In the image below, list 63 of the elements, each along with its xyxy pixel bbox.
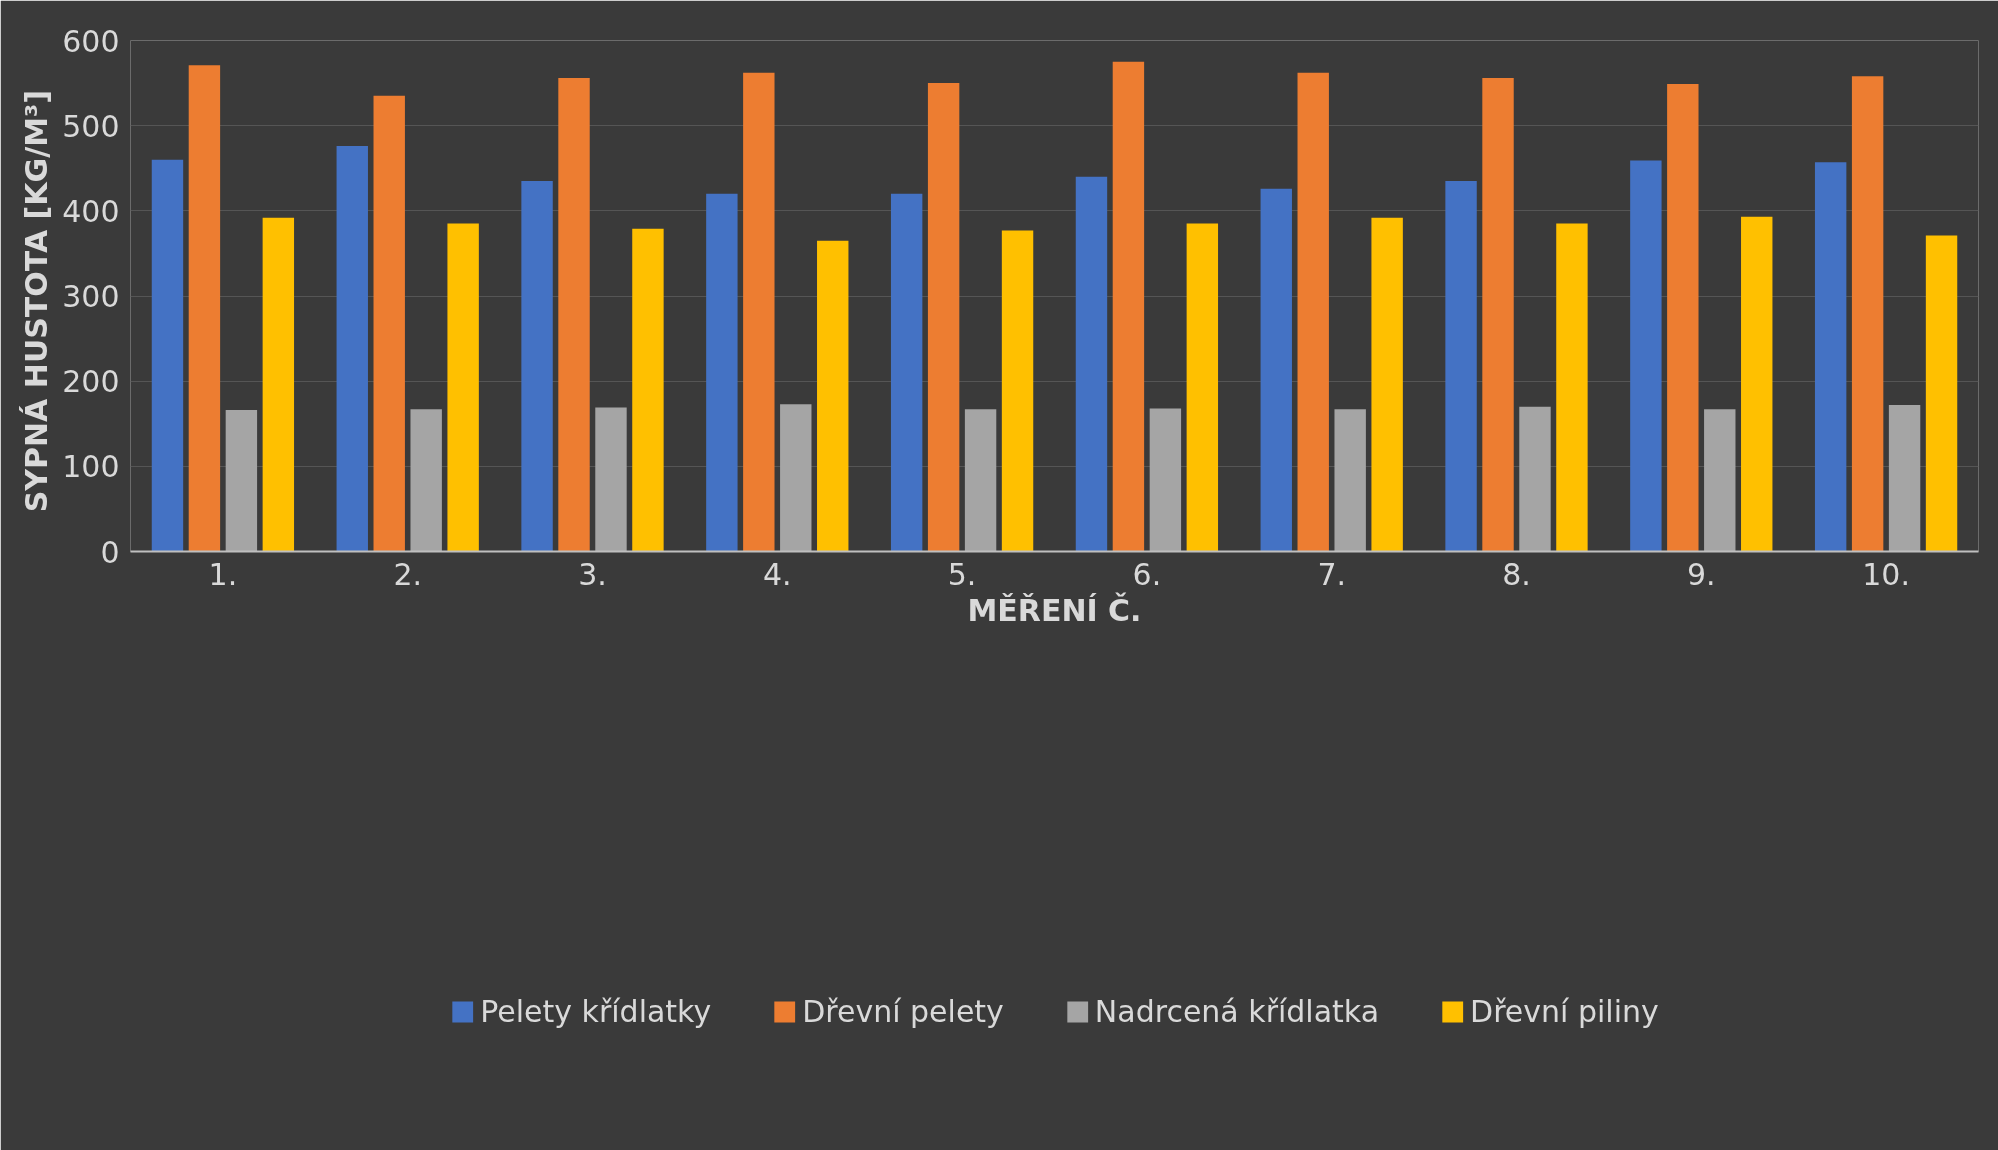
bar bbox=[1334, 409, 1366, 552]
bar bbox=[1445, 181, 1477, 552]
x-tick-label: 10. bbox=[1862, 556, 1910, 592]
bar bbox=[706, 193, 738, 552]
bar bbox=[410, 409, 442, 552]
bar bbox=[336, 146, 368, 552]
bar bbox=[743, 72, 775, 552]
bar bbox=[1186, 223, 1219, 552]
bar bbox=[1149, 408, 1182, 552]
bar bbox=[1075, 176, 1108, 552]
bar bbox=[780, 404, 812, 552]
bar bbox=[817, 240, 849, 552]
bar bbox=[1519, 406, 1551, 552]
legend-label: Dřevní piliny bbox=[1470, 993, 1659, 1029]
bar bbox=[262, 217, 295, 552]
x-tick-label: 7. bbox=[1317, 556, 1347, 592]
x-tick-label: 6. bbox=[1132, 556, 1162, 592]
bar bbox=[1925, 235, 1958, 552]
x-tick-label: 1. bbox=[208, 556, 238, 592]
x-tick-label: 9. bbox=[1686, 556, 1716, 592]
bar bbox=[890, 193, 923, 552]
bar bbox=[1630, 160, 1662, 552]
y-tick-label: 100 bbox=[62, 449, 120, 485]
y-tick-label: 0 bbox=[100, 534, 120, 570]
bar bbox=[632, 228, 664, 552]
bar bbox=[1371, 217, 1403, 552]
legend-label: Pelety křídlatky bbox=[480, 993, 712, 1029]
y-tick-label: 600 bbox=[62, 23, 120, 59]
bar bbox=[1741, 216, 1773, 552]
bar bbox=[1888, 405, 1921, 552]
bar bbox=[1556, 223, 1588, 552]
x-tick-label: 2. bbox=[393, 556, 423, 592]
bar bbox=[558, 77, 590, 552]
x-tick-label: 4. bbox=[762, 556, 792, 592]
bar bbox=[373, 95, 405, 552]
bar bbox=[595, 407, 627, 552]
bar bbox=[1704, 409, 1736, 552]
bar bbox=[188, 65, 221, 552]
bar bbox=[1112, 61, 1145, 552]
y-tick-label: 200 bbox=[62, 364, 120, 400]
y-tick-label: 400 bbox=[62, 193, 120, 229]
bar bbox=[1667, 83, 1699, 552]
bar bbox=[1814, 162, 1847, 552]
y-axis-title: SYPNÁ HUSTOTA [KG/M³] bbox=[19, 90, 55, 513]
y-tick-label: 500 bbox=[62, 108, 120, 144]
x-tick-label: 8. bbox=[1502, 556, 1531, 592]
bar bbox=[151, 159, 184, 552]
bar bbox=[1001, 230, 1034, 552]
bar bbox=[225, 410, 258, 552]
bar bbox=[964, 409, 997, 552]
legend-label: Dřevní pelety bbox=[802, 993, 1004, 1029]
bar bbox=[1297, 72, 1329, 552]
bar bbox=[927, 83, 960, 552]
bar bbox=[1260, 188, 1292, 552]
bar bbox=[1482, 77, 1514, 552]
y-tick-label: 300 bbox=[62, 279, 120, 314]
x-axis-title: MĚŘENÍ Č. bbox=[967, 591, 1142, 628]
x-tick-label: 3. bbox=[578, 556, 607, 592]
legend-label: Nadrcená křídlatka bbox=[1094, 993, 1380, 1029]
x-tick-label: 5. bbox=[947, 556, 977, 592]
bar bbox=[447, 223, 479, 552]
bar bbox=[521, 181, 553, 552]
bar bbox=[1851, 76, 1884, 552]
